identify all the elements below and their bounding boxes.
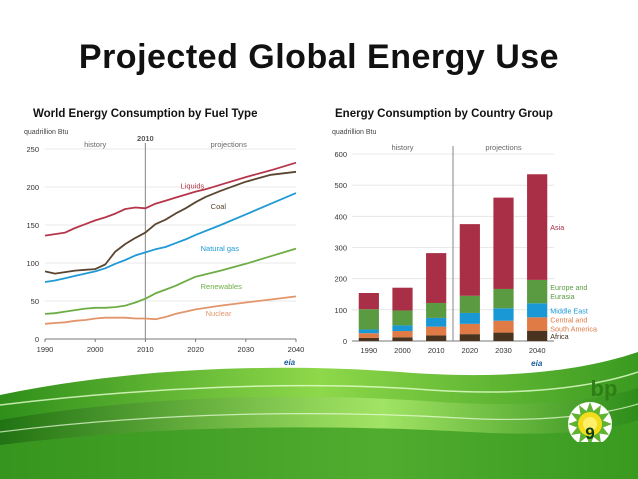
projections-label: projections <box>211 140 248 149</box>
bar-segment-central-and-south-america <box>493 320 514 333</box>
bar-segment-middle-east <box>459 312 480 324</box>
bar-segment-middle-east <box>527 303 548 318</box>
history-label: history <box>391 143 413 152</box>
bar-segment-africa <box>493 332 514 341</box>
series-label: Liquids <box>181 182 205 191</box>
bar-segment-asia <box>527 174 548 280</box>
bar-segment-europe-and-eurasia <box>527 279 548 304</box>
page-number: 9 <box>585 424 595 443</box>
series-line-coal <box>44 170 297 275</box>
unit-label: quadrillion Btu <box>332 129 376 136</box>
country-group-bar-chart: quadrillion Btu 0 100 200 300 400 500 600 histor… <box>332 129 597 368</box>
bar-segment-central-and-south-america <box>459 323 480 335</box>
unit-label: quadrillion Btu <box>24 129 68 136</box>
bar-segment-asia <box>358 293 379 310</box>
bar-segment-central-and-south-america <box>358 333 379 338</box>
bar-segment-europe-and-eurasia <box>426 302 447 318</box>
x-tick-label: 2010 <box>428 346 445 355</box>
bar-segment-central-and-south-america <box>527 317 548 331</box>
projections-label: projections <box>485 143 522 152</box>
eia-logo: eia <box>284 358 296 367</box>
y-tick-label: 200 <box>334 275 347 284</box>
fuel-type-line-chart: quadrillion Btu 0 50 100 150 200 250 1990 2000 20… <box>24 129 305 367</box>
bar-segment-middle-east <box>392 325 413 332</box>
bar-segment-africa <box>527 330 548 341</box>
y-tick-label: 0 <box>35 335 39 344</box>
bar-segment-middle-east <box>493 308 514 321</box>
bar-segment-middle-east <box>358 329 379 334</box>
bar-segment-africa <box>392 337 413 341</box>
series-label: Asia <box>550 223 564 232</box>
y-tick-label: 300 <box>334 244 347 253</box>
slide-title: Projected Global Energy Use <box>78 38 560 76</box>
series-label: Europe and Eurasia <box>550 283 587 301</box>
bar-segment-africa <box>358 337 379 341</box>
bar-segment-asia <box>459 224 480 296</box>
x-tick-label: 1990 <box>360 346 377 355</box>
bar-segment-europe-and-eurasia <box>392 310 413 326</box>
y-tick-label: 200 <box>26 183 39 192</box>
x-tick-label: 2030 <box>237 345 254 354</box>
history-label: history <box>84 140 106 149</box>
x-tick-label: 1990 <box>37 345 54 354</box>
series-label: Middle East <box>550 306 588 315</box>
x-tick-label: 2000 <box>87 345 104 354</box>
y-tick-label: 250 <box>26 145 39 154</box>
series-label: Coal <box>211 202 227 211</box>
series-label: Africa <box>550 332 568 341</box>
x-tick-label: 2020 <box>187 345 204 354</box>
series-line-liquids <box>44 161 297 237</box>
y-tick-label: 150 <box>26 221 39 230</box>
y-tick-label: 0 <box>343 337 347 346</box>
bar-segment-africa <box>426 335 447 341</box>
series-line-nuclear <box>44 295 297 325</box>
bar-segment-europe-and-eurasia <box>358 309 379 330</box>
x-tick-label: 2040 <box>529 346 546 355</box>
x-tick-label: 2010 <box>137 345 154 354</box>
y-tick-label: 400 <box>334 212 347 221</box>
y-tick-label: 100 <box>26 259 39 268</box>
series-line-renewables <box>44 247 297 315</box>
helios-icon <box>568 402 612 442</box>
x-tick-label: 2040 <box>288 345 305 354</box>
bar-segment-africa <box>459 334 480 341</box>
x-tick-label: 2030 <box>495 346 512 355</box>
series-label: Central and South America <box>550 316 597 334</box>
series-label: Renewables <box>201 282 243 291</box>
left-chart-title: World Energy Consumption by Fuel Type <box>33 108 258 120</box>
y-tick-label: 500 <box>334 181 347 190</box>
bp-logo: bp <box>568 376 618 442</box>
y-tick-label: 50 <box>31 297 39 306</box>
y-tick-label: 600 <box>334 150 347 159</box>
bar-segment-asia <box>426 253 447 303</box>
series-label: Nuclear <box>206 309 232 318</box>
x-tick-label: 2000 <box>394 346 411 355</box>
right-chart-title: Energy Consumption by Country Group <box>335 108 553 120</box>
eia-logo: eia <box>531 359 543 368</box>
bar-segment-europe-and-eurasia <box>459 295 480 313</box>
bar-segment-middle-east <box>426 317 447 327</box>
y-tick-label: 100 <box>334 306 347 315</box>
bar-segment-central-and-south-america <box>392 331 413 338</box>
bp-logo-text: bp <box>591 376 618 401</box>
divider-year-label: 2010 <box>137 134 154 143</box>
x-tick-label: 2020 <box>461 346 478 355</box>
bar-segment-asia <box>493 197 514 289</box>
series-label: Natural gas <box>201 244 240 253</box>
series-line-natural-gas <box>44 192 297 283</box>
bar-segment-central-and-south-america <box>426 326 447 336</box>
bar-segment-asia <box>392 287 413 311</box>
bar-segment-europe-and-eurasia <box>493 288 514 309</box>
